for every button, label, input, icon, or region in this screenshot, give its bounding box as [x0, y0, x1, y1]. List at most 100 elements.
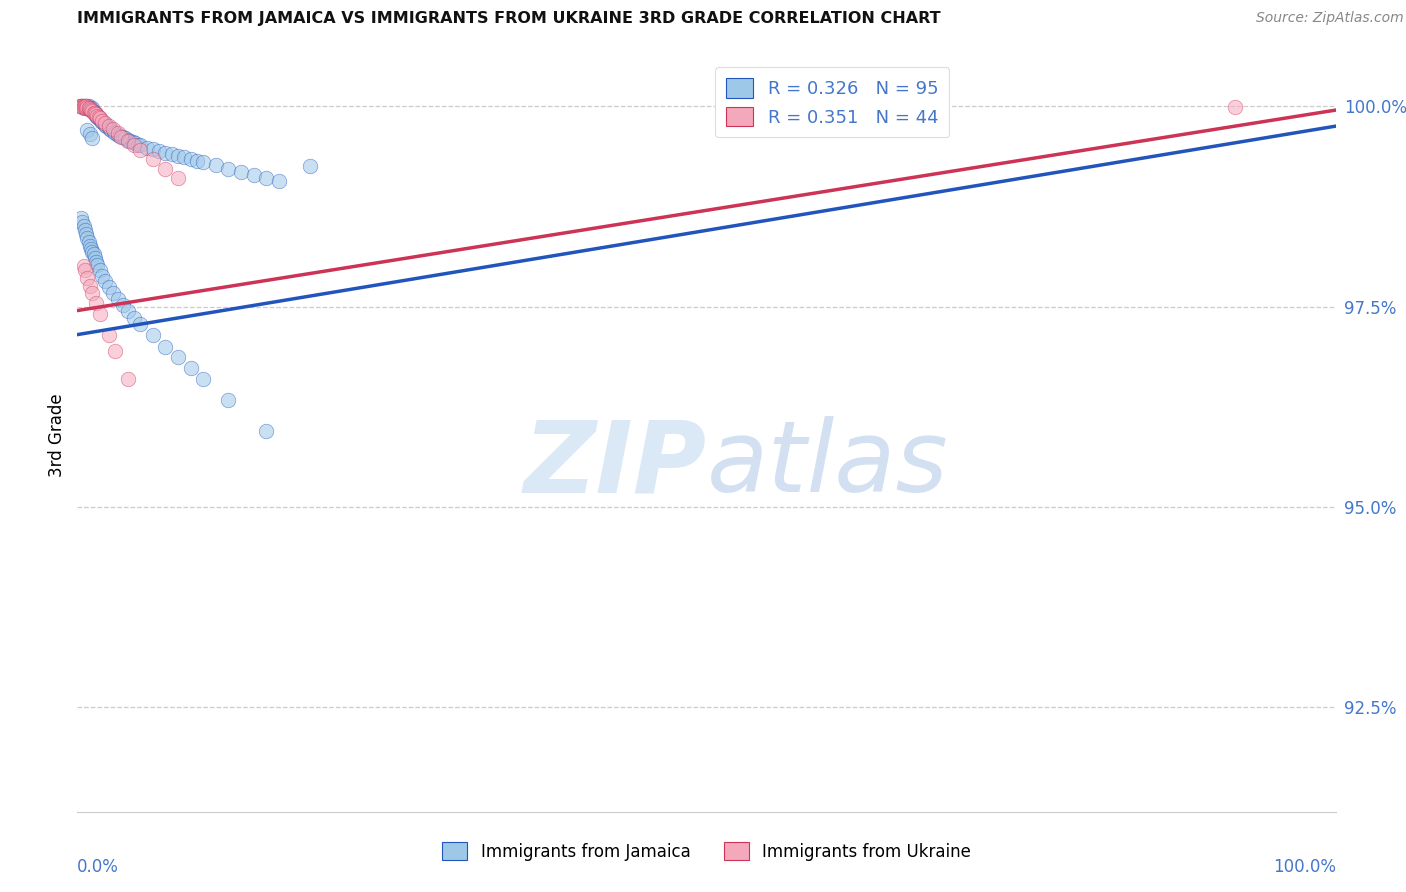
Point [87, 110, 110, 124]
Point [103, 125, 125, 139]
Point [129, 138, 152, 153]
Point [89, 112, 111, 126]
Point [89, 263, 111, 277]
Point [167, 149, 190, 163]
Point [122, 310, 145, 325]
Point [142, 152, 165, 166]
Point [76, 100, 98, 114]
Point [77, 101, 100, 115]
Point [79, 278, 101, 293]
Legend: Immigrants from Jamaica, Immigrants from Ukraine: Immigrants from Jamaica, Immigrants from… [436, 836, 977, 867]
Point [160, 147, 183, 161]
Point [83, 105, 105, 120]
Point [77, 102, 100, 116]
Point [82, 245, 104, 260]
Point [117, 133, 139, 147]
Point [155, 145, 177, 160]
Point [79, 238, 101, 252]
Point [70, 99, 93, 113]
Point [90, 113, 112, 128]
Point [107, 128, 129, 142]
Point [72, 99, 94, 113]
Point [84, 107, 107, 121]
Text: atlas: atlas [707, 417, 948, 514]
Point [75, 227, 97, 242]
Point [97, 280, 120, 294]
Point [107, 293, 129, 307]
Point [117, 372, 139, 386]
Point [80, 101, 103, 115]
Point [80, 103, 103, 117]
Point [84, 296, 107, 310]
Point [267, 174, 290, 188]
Point [111, 130, 134, 145]
Point [70, 99, 93, 113]
Point [121, 135, 143, 149]
Point [82, 285, 104, 300]
Point [1223, 100, 1246, 114]
Point [84, 107, 107, 121]
Point [80, 242, 103, 256]
Point [86, 110, 108, 124]
Point [104, 343, 127, 358]
Point [75, 99, 97, 113]
Text: ZIP: ZIP [523, 417, 707, 514]
Point [77, 99, 100, 113]
Point [91, 115, 114, 129]
Point [84, 254, 107, 268]
Point [82, 131, 104, 145]
Point [299, 159, 322, 173]
Text: IMMIGRANTS FROM JAMAICA VS IMMIGRANTS FROM UKRAINE 3RD GRADE CORRELATION CHART: IMMIGRANTS FROM JAMAICA VS IMMIGRANTS FR… [77, 11, 941, 26]
Point [72, 219, 94, 234]
Point [79, 103, 101, 117]
Point [82, 102, 104, 116]
Point [79, 101, 101, 115]
Point [72, 100, 94, 114]
Point [82, 103, 104, 118]
Point [104, 126, 127, 140]
Point [117, 134, 139, 148]
Point [242, 168, 264, 182]
Point [111, 298, 134, 312]
Point [72, 99, 94, 113]
Point [101, 285, 124, 300]
Point [94, 274, 117, 288]
Point [96, 119, 118, 133]
Point [91, 269, 114, 284]
Point [72, 215, 94, 229]
Point [70, 211, 93, 226]
Point [108, 128, 131, 143]
Point [80, 103, 103, 117]
Point [72, 101, 94, 115]
Point [135, 141, 157, 155]
Text: 100.0%: 100.0% [1272, 858, 1336, 876]
Point [191, 155, 215, 169]
Point [76, 99, 98, 113]
Point [100, 123, 122, 137]
Point [129, 143, 152, 157]
Point [79, 127, 101, 141]
Point [110, 129, 132, 144]
Point [97, 327, 120, 342]
Point [72, 100, 94, 114]
Point [142, 328, 165, 343]
Point [76, 101, 98, 115]
Point [86, 258, 108, 272]
Point [83, 247, 105, 261]
Point [82, 103, 104, 118]
Point [69, 99, 91, 113]
Y-axis label: 3rd Grade: 3rd Grade [48, 393, 66, 476]
Point [254, 171, 277, 186]
Point [148, 144, 170, 158]
Point [204, 158, 226, 172]
Point [107, 127, 129, 141]
Point [76, 123, 98, 137]
Point [97, 119, 120, 133]
Point [73, 99, 96, 113]
Point [114, 131, 136, 145]
Point [93, 116, 115, 130]
Point [73, 263, 96, 277]
Point [191, 372, 215, 386]
Point [75, 101, 97, 115]
Point [73, 99, 96, 113]
